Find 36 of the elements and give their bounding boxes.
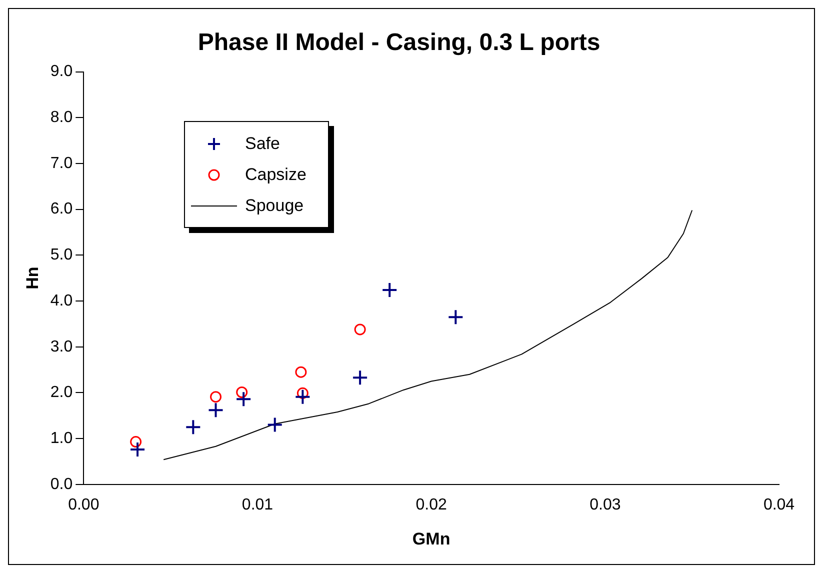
x-tick-label: 0.00: [68, 496, 100, 514]
y-axis-title: Hn: [22, 266, 42, 290]
legend-label: Capsize: [245, 164, 306, 184]
y-tick-label: 4.0: [50, 292, 73, 310]
legend-label: Spouge: [245, 196, 304, 216]
point: [352, 370, 368, 386]
y-tick-label: 9.0: [50, 63, 73, 80]
point: [236, 386, 248, 398]
y-tick-label: 1.0: [50, 430, 73, 447]
point: [266, 416, 283, 433]
y-tick-label: 2.0: [50, 384, 73, 402]
point: [130, 436, 142, 448]
point: [448, 309, 464, 326]
x-tick-label: 0.04: [763, 496, 795, 514]
y-tick-label: 6.0: [50, 200, 73, 218]
x-tick-label: 0.03: [590, 496, 621, 514]
y-tick-label: 8.0: [50, 109, 73, 126]
x-axis-title: GMn: [412, 529, 450, 548]
x-tick-label: 0.01: [242, 496, 274, 514]
point: [210, 391, 222, 403]
point: [208, 402, 224, 418]
legend-label: Safe: [245, 134, 280, 154]
point: [295, 366, 307, 378]
y-tick-label: 5.0: [50, 246, 73, 264]
point: [296, 387, 308, 399]
x-tick-label: 0.02: [416, 496, 447, 514]
point: [130, 442, 146, 458]
point: [294, 388, 311, 405]
point: [185, 419, 202, 436]
point: [354, 324, 366, 336]
point: [236, 391, 252, 408]
y-tick-label: 3.0: [50, 338, 73, 356]
point: [382, 282, 398, 298]
y-tick-label: 7.0: [50, 154, 73, 172]
chart-title: Phase II Model - Casing, 0.3 L ports: [198, 29, 600, 56]
y-tick-label: 0.0: [50, 476, 73, 493]
